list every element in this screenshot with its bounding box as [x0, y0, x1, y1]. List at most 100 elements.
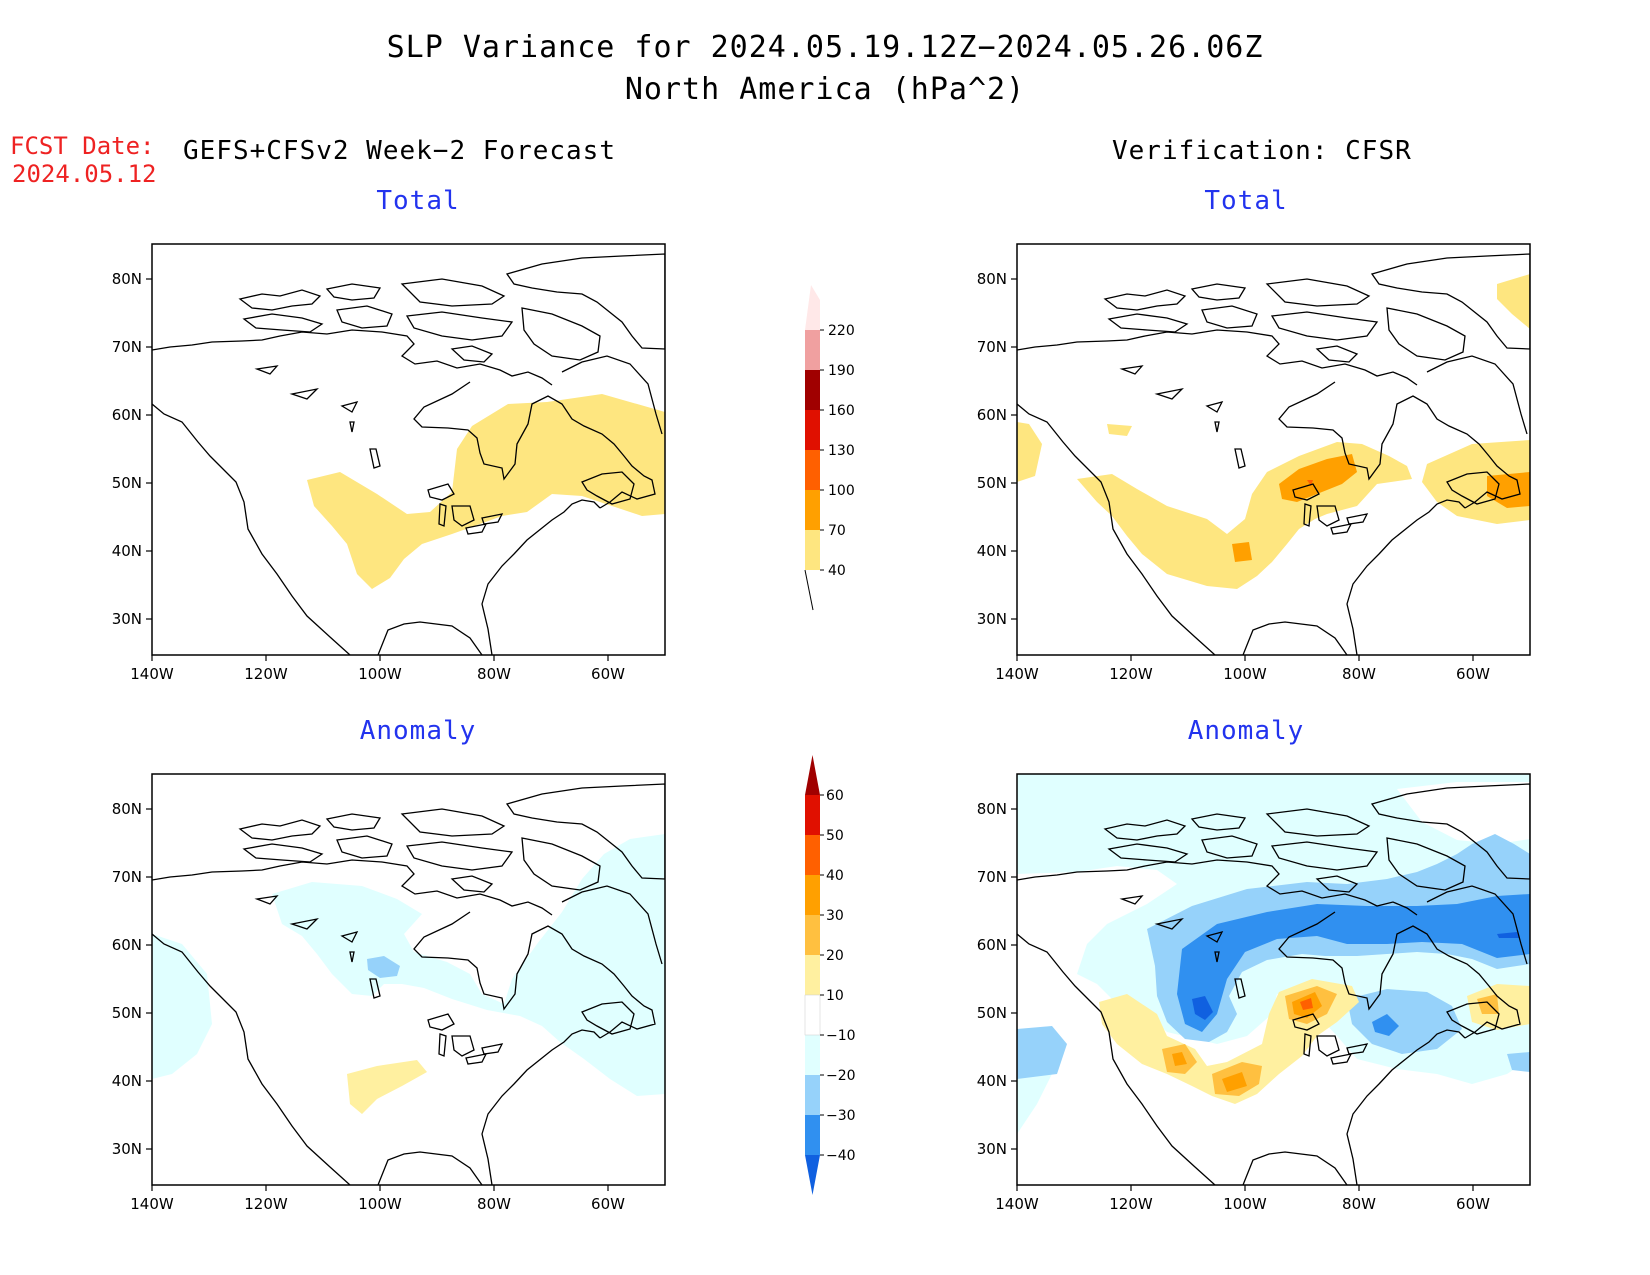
colorbar-label: 30	[826, 908, 844, 924]
chart-title: SLP Variance for 2024.05.19.12Z−2024.05.…	[386, 30, 1264, 65]
lon-label: 120W	[1109, 665, 1153, 683]
map-panel-verif-total: 140W 120W 100W 80W 60W 80N 70N 60N 50N 40N 30N	[977, 243, 1531, 683]
colorbar-segment	[805, 285, 820, 330]
variance-shade-70	[1487, 472, 1530, 508]
colorbar-segment	[805, 955, 820, 995]
colorbar-upper-arrow	[805, 755, 820, 795]
variance-shade-40	[1107, 424, 1132, 436]
map-panel-fcst-total: 140W 120W 100W 80W 60W 80N 70N 60N 50N 40N 30N	[112, 243, 666, 683]
panel-subtitle-fcst-total: Total	[376, 186, 460, 216]
lon-label: 100W	[1223, 1195, 1267, 1213]
chart-subtitle: North America (hPa^2)	[624, 72, 1026, 107]
anomaly-shade-neg20	[1507, 1052, 1530, 1072]
lat-label: 60N	[112, 406, 142, 424]
colorbar-label: 190	[828, 363, 855, 379]
lat-label: 30N	[112, 610, 142, 628]
anomaly-shade-40	[1300, 998, 1313, 1010]
variance-shade-70	[1279, 454, 1357, 502]
colorbar-neutral-outline	[804, 994, 821, 1036]
anomaly-shade-neg20	[1017, 1026, 1067, 1079]
left-column-header: GEFS+CFSv2 Week−2 Forecast	[183, 136, 616, 166]
lon-label: 140W	[995, 665, 1039, 683]
lat-label: 50N	[977, 474, 1007, 492]
lat-label: 50N	[977, 1004, 1007, 1022]
lat-label: 60N	[977, 406, 1007, 424]
fcst-date-label: FCST Date:	[10, 132, 155, 160]
lon-label: 80W	[1342, 665, 1376, 683]
anomaly-shade-neutral	[1397, 782, 1530, 844]
panel-subtitle-fcst-anomaly: Anomaly	[359, 716, 477, 746]
lat-label: 60N	[112, 936, 142, 954]
colorbar-segment	[805, 410, 820, 450]
colorbar-segment	[805, 1035, 820, 1075]
map-frame	[151, 773, 666, 1186]
colorbar-label: 100	[828, 483, 855, 499]
map-frame	[1016, 243, 1531, 656]
lon-label: 120W	[244, 1195, 288, 1213]
anomaly-shade-10	[347, 1060, 427, 1114]
variance-shade-70	[1232, 542, 1252, 562]
colorbar-segment	[805, 995, 820, 1035]
panel-subtitle-verif-anomaly: Anomaly	[1187, 716, 1305, 746]
colorbar-label: 10	[826, 988, 844, 1004]
anomaly-shade-neg10	[272, 834, 665, 1096]
lon-label: 80W	[477, 1195, 511, 1213]
lon-label: 140W	[130, 665, 174, 683]
colorbar-label: 20	[826, 948, 844, 964]
lat-label: 80N	[112, 270, 142, 288]
colorbar-segment	[805, 1075, 820, 1115]
lat-label: 50N	[112, 1004, 142, 1022]
colorbar-lower-tip	[804, 569, 814, 611]
colorbar-label: 50	[826, 828, 844, 844]
lon-label: 100W	[1223, 665, 1267, 683]
lat-label: 60N	[977, 936, 1007, 954]
anomaly-shade-30	[1172, 1052, 1187, 1066]
lat-label: 30N	[977, 1140, 1007, 1158]
lat-label: 80N	[112, 800, 142, 818]
colorbar-segment	[805, 915, 820, 955]
lon-label: 80W	[477, 665, 511, 683]
lon-label: 60W	[1456, 1195, 1490, 1213]
lon-label: 140W	[995, 1195, 1039, 1213]
colorbar-total: 40 70 100 130 160 190 220	[804, 285, 855, 611]
colorbar-segment	[805, 490, 820, 530]
lat-label: 70N	[112, 338, 142, 356]
lon-label: 140W	[130, 1195, 174, 1213]
colorbar-segment	[805, 875, 820, 915]
lon-label: 60W	[591, 665, 625, 683]
anomaly-shade-neg20	[367, 956, 400, 978]
lat-label: 50N	[112, 474, 142, 492]
lat-label: 40N	[977, 542, 1007, 560]
panel-subtitle-verif-total: Total	[1204, 186, 1288, 216]
map-frame	[151, 243, 666, 656]
colorbar-label: 40	[828, 563, 846, 579]
lat-label: 70N	[977, 868, 1007, 886]
lon-label: 120W	[244, 665, 288, 683]
lat-label: 30N	[112, 1140, 142, 1158]
lat-label: 80N	[977, 270, 1007, 288]
colorbar-label: 60	[826, 788, 844, 804]
colorbar-label: −40	[826, 1148, 856, 1164]
lat-label: 40N	[112, 1072, 142, 1090]
lon-label: 60W	[591, 1195, 625, 1213]
colorbar-label: 40	[826, 868, 844, 884]
colorbar-label: −30	[826, 1108, 856, 1124]
colorbar-label: −10	[826, 1028, 856, 1044]
variance-shade-40	[1497, 274, 1530, 329]
colorbar-label: 130	[828, 443, 855, 459]
map-frame	[1016, 773, 1531, 1186]
lat-label: 70N	[977, 338, 1007, 356]
colorbar-label: −20	[826, 1068, 856, 1084]
lat-label: 70N	[112, 868, 142, 886]
colorbar-segment	[805, 330, 820, 370]
colorbar-segment	[805, 1115, 820, 1155]
lon-label: 60W	[1456, 665, 1490, 683]
lon-label: 100W	[358, 1195, 402, 1213]
anomaly-shade-10	[1467, 984, 1530, 1030]
map-panel-fcst-anomaly: 140W 120W 100W 80W 60W 80N 70N 60N 50N 40N 30N	[112, 773, 666, 1213]
anomaly-shade-30	[1222, 1072, 1247, 1092]
colorbar-segment	[805, 530, 820, 570]
variance-shade-40	[307, 394, 665, 589]
lat-label: 40N	[112, 542, 142, 560]
colorbar-segment	[805, 795, 820, 835]
